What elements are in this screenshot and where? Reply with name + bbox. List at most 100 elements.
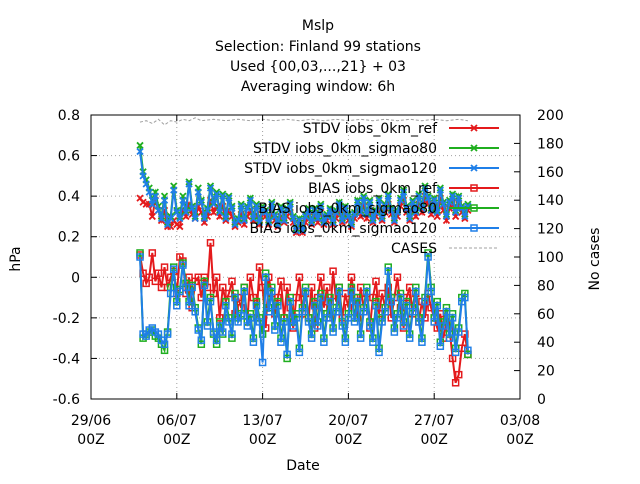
data-point: [237, 200, 245, 208]
data-point: [292, 314, 301, 322]
data-point: [338, 322, 347, 330]
data-point: [353, 297, 362, 306]
data-point: [200, 277, 209, 286]
data-point: [360, 194, 368, 202]
legend-item: BIAS iobs_0km_sigmao80: [258, 201, 499, 217]
data-point: [433, 208, 441, 217]
data-point: [203, 206, 212, 214]
legend-label: BIAS iobs_0km_sigmao120: [249, 221, 437, 237]
data-point: [323, 314, 331, 322]
data-point: [430, 196, 438, 204]
data-point: [283, 206, 291, 214]
data-point: [310, 297, 319, 306]
data-point: [442, 303, 451, 312]
data-point: [188, 283, 196, 292]
y2-tick-label: 100: [537, 250, 564, 266]
data-point: [160, 196, 169, 204]
data-point: [436, 342, 445, 351]
y-tick-label: 0.4: [58, 189, 80, 205]
x-tick-label: 29/06: [71, 413, 111, 429]
data-point: [286, 200, 294, 208]
data-point: [292, 226, 300, 235]
data-point: [409, 198, 417, 206]
data-point: [277, 338, 285, 346]
data-point: [372, 208, 380, 217]
data-point: [304, 318, 313, 326]
data-point: [341, 338, 350, 346]
data-point: [154, 269, 163, 277]
y2-tick-label: 40: [537, 335, 555, 351]
x-tick-label: 03/08: [500, 413, 540, 429]
data-point: [255, 318, 264, 326]
data-point: [372, 301, 380, 310]
data-point: [421, 182, 429, 190]
data-point: [185, 180, 193, 188]
data-point: [274, 297, 282, 306]
data-point: [200, 214, 209, 223]
data-point: [307, 218, 316, 227]
data-point: [194, 326, 202, 334]
data-point: [206, 293, 215, 302]
data-point: [182, 208, 190, 217]
data-point: [169, 265, 178, 273]
data-point: [326, 297, 334, 306]
data-point: [249, 214, 258, 223]
data-point: [307, 334, 316, 342]
legend-item: STDV iobs_0km_sigmao80: [253, 141, 499, 157]
data-point: [249, 338, 258, 346]
data-point: [243, 204, 251, 212]
data-point: [451, 379, 460, 387]
y2-tick-label: 20: [537, 364, 555, 380]
data-point: [280, 216, 288, 225]
data-point: [421, 184, 429, 192]
data-point: [445, 198, 454, 206]
data-point: [427, 206, 435, 214]
data-point: [375, 196, 383, 204]
data-point: [271, 212, 279, 221]
data-point: [219, 192, 227, 200]
x-axis-label: Date: [286, 458, 319, 474]
data-point: [311, 206, 319, 214]
data-point: [271, 326, 279, 334]
data-point: [173, 301, 181, 310]
data-point: [326, 206, 334, 214]
data-point: [286, 293, 294, 302]
data-point: [212, 188, 221, 196]
data-point: [372, 297, 380, 306]
data-point: [353, 198, 362, 206]
data-point: [301, 283, 310, 292]
data-point: [240, 287, 248, 296]
data-point: [212, 190, 221, 198]
data-point: [461, 212, 469, 221]
data-point: [277, 202, 285, 210]
data-point: [188, 204, 196, 212]
data-point: [384, 267, 392, 275]
data-point: [252, 202, 261, 210]
data-point: [160, 263, 169, 271]
data-point: [454, 328, 463, 336]
data-point: [216, 208, 224, 217]
y2-tick-label: 180: [537, 136, 564, 152]
data-point: [200, 273, 209, 282]
data-point: [277, 204, 285, 212]
data-point: [445, 334, 454, 342]
data-point: [280, 318, 288, 326]
data-point: [243, 322, 252, 330]
data-point: [209, 208, 218, 217]
data-point: [412, 208, 420, 217]
data-point: [145, 188, 153, 196]
data-point: [274, 220, 282, 229]
data-point: [298, 308, 307, 316]
x-tick-label-hour: 00Z: [335, 432, 362, 448]
data-point: [252, 301, 261, 310]
y2-tick-label: 60: [537, 307, 555, 323]
data-point: [252, 200, 261, 208]
data-point: [402, 204, 411, 212]
data-point: [197, 198, 205, 206]
data-point: [261, 273, 270, 282]
data-point: [448, 192, 457, 200]
data-point: [436, 184, 444, 192]
data-point: [402, 301, 411, 310]
data-point: [317, 293, 325, 302]
data-point: [209, 200, 218, 208]
